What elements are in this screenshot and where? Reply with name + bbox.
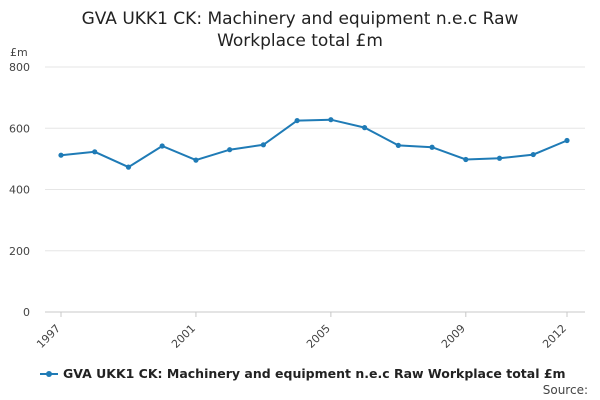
data-point[interactable] (564, 137, 570, 144)
series-line (60, 118, 568, 169)
chart-title-line-1: GVA UKK1 CK: Machinery and equipment n.e… (81, 9, 519, 29)
data-point[interactable] (227, 147, 233, 153)
y-tick-label: 400 (9, 184, 30, 197)
data-point[interactable] (429, 144, 435, 150)
y-tick-label: 800 (9, 61, 30, 74)
legend-label: GVA UKK1 CK: Machinery and equipment n.e… (63, 366, 566, 381)
x-axis: 1997 2001 2005 2009 2012 (34, 312, 569, 351)
data-point[interactable] (260, 142, 266, 148)
y-tick-label: 0 (23, 306, 30, 319)
x-tick-label: 2005 (304, 322, 333, 351)
x-tick-label: 2012 (540, 322, 569, 351)
data-point[interactable] (328, 117, 334, 123)
data-point[interactable] (159, 143, 165, 149)
y-axis-ticks: 0 200 400 600 800 (9, 61, 30, 319)
x-tick-label: 1997 (34, 322, 63, 351)
legend-swatch (40, 369, 58, 379)
y-tick-label: 200 (9, 245, 30, 258)
data-point[interactable] (193, 157, 199, 163)
y-unit-label: £m (10, 46, 28, 59)
chart-title: GVA UKK1 CK: Machinery and equipment n.e… (0, 8, 600, 52)
data-point[interactable] (125, 164, 132, 170)
gridlines (45, 66, 585, 313)
data-point[interactable] (395, 142, 401, 148)
data-point[interactable] (530, 151, 536, 158)
x-tick-label: 2001 (169, 322, 198, 351)
legend: GVA UKK1 CK: Machinery and equipment n.e… (40, 366, 566, 381)
data-point[interactable] (294, 117, 300, 124)
source-label: Source: (542, 383, 588, 397)
data-point[interactable] (496, 155, 503, 161)
data-point[interactable] (463, 156, 469, 163)
data-point[interactable] (362, 125, 368, 131)
data-point[interactable] (58, 152, 64, 158)
y-tick-label: 600 (9, 122, 30, 135)
chart-title-line-2: Workplace total £m (217, 31, 383, 51)
series-layer (58, 117, 570, 170)
x-tick-label: 2009 (439, 322, 468, 351)
data-point[interactable] (92, 149, 98, 155)
